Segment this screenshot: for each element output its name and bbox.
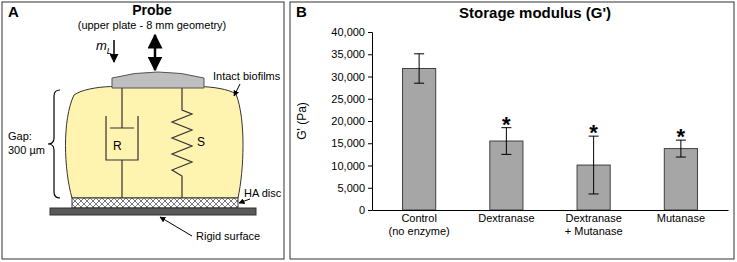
dashpot <box>106 88 138 198</box>
x-tick-label: Control(no enzyme) <box>389 212 450 237</box>
y-tick <box>368 166 372 167</box>
y-tick <box>368 188 372 189</box>
probe-plate <box>112 72 204 88</box>
y-tick-group: 30,000 <box>331 71 372 83</box>
panel-frame <box>290 2 734 259</box>
y-tick <box>368 99 372 100</box>
panel-a: A Probe(upper plate - 8 mm geometry) mL R S I… <box>2 2 284 259</box>
spring-label: S <box>197 135 205 149</box>
y-axis: 0 5,000 10,000 15,000 20,000 25,000 30,000 35,0… <box>331 26 372 216</box>
x-axis: Control(no enzyme) Dextranase Dextranase+ … <box>373 210 729 237</box>
bar <box>403 68 436 210</box>
significance-mark: * <box>502 112 511 137</box>
surface-arrow <box>160 217 192 236</box>
x-axis-line <box>373 210 729 211</box>
y-tick-group: 5,000 <box>337 182 372 194</box>
dashpot-label: R <box>113 139 122 153</box>
panel-label: B <box>296 3 307 20</box>
x-tick-group: Dextranase <box>478 210 534 224</box>
x-tick-group: Mutanase <box>657 210 705 224</box>
x-tick-label: Dextranase+ Mutanase <box>565 212 623 237</box>
y-tick <box>368 121 372 122</box>
x-tick-label: Mutanase <box>657 212 705 224</box>
y-tick <box>368 143 372 144</box>
y-tick <box>368 54 372 55</box>
y-tick-label: 0 <box>359 204 365 216</box>
significance-mark: * <box>677 124 686 149</box>
figure: A Probe(upper plate - 8 mm geometry) mL R S I… <box>0 0 737 262</box>
surface-label: Rigid surface <box>196 230 260 242</box>
error-bar <box>414 54 424 83</box>
panel-b: B Storage modulus (G') 0 5,000 10,000 15,000 2… <box>290 2 734 259</box>
y-tick-label: 40,000 <box>331 26 365 38</box>
probe-note: (upper plate - 8 mm geometry) <box>78 19 227 31</box>
biofilm <box>66 86 244 198</box>
y-tick-label: 25,000 <box>331 93 365 105</box>
y-axis-title: G' (Pa) <box>295 102 309 140</box>
y-tick-label: 30,000 <box>331 71 365 83</box>
y-tick-group: 25,000 <box>331 93 372 105</box>
load-label: mL <box>96 38 112 56</box>
y-axis-line <box>368 33 373 211</box>
rigid-surface <box>50 208 256 215</box>
y-tick-label: 15,000 <box>331 137 365 149</box>
chart-title: Storage modulus (G') <box>459 4 611 21</box>
y-tick-group: 20,000 <box>331 115 372 127</box>
panel-label: A <box>8 3 19 20</box>
x-tick-group: Dextranase+ Mutanase <box>565 210 623 237</box>
y-tick-label: 20,000 <box>331 115 365 127</box>
x-tick-group: Control(no enzyme) <box>389 210 450 237</box>
x-tick-label: Dextranase <box>478 212 534 224</box>
disc-arrow <box>239 199 250 203</box>
y-tick-group: 40,000 <box>331 26 372 38</box>
y-tick-label: 35,000 <box>331 48 365 60</box>
bar <box>664 149 697 210</box>
y-tick <box>368 210 372 211</box>
y-tick-label: 10,000 <box>331 160 365 172</box>
motion-arrow <box>154 35 157 70</box>
spring <box>172 88 192 198</box>
biofilm-label: Intact biofilms <box>213 70 281 82</box>
y-tick-group: 0 <box>359 204 372 216</box>
plot-area <box>403 54 698 210</box>
biofilm-arrow <box>234 84 240 96</box>
load-arrow <box>113 40 115 62</box>
gap-label: Gap: <box>8 130 32 142</box>
y-tick-group: 35,000 <box>331 48 372 60</box>
gap-brace <box>48 90 60 198</box>
significance-mark: * <box>589 120 598 145</box>
probe-label: Probe <box>132 2 172 18</box>
disc-label: HA disc <box>244 187 282 199</box>
y-tick <box>368 77 372 78</box>
gap-value: 300 µm <box>8 144 45 156</box>
y-tick-label: 5,000 <box>337 182 365 194</box>
y-tick-group: 15,000 <box>331 137 372 149</box>
ha-disc <box>72 198 238 208</box>
y-tick-group: 10,000 <box>331 160 372 172</box>
panel-frame <box>2 2 284 259</box>
y-tick <box>368 32 372 33</box>
